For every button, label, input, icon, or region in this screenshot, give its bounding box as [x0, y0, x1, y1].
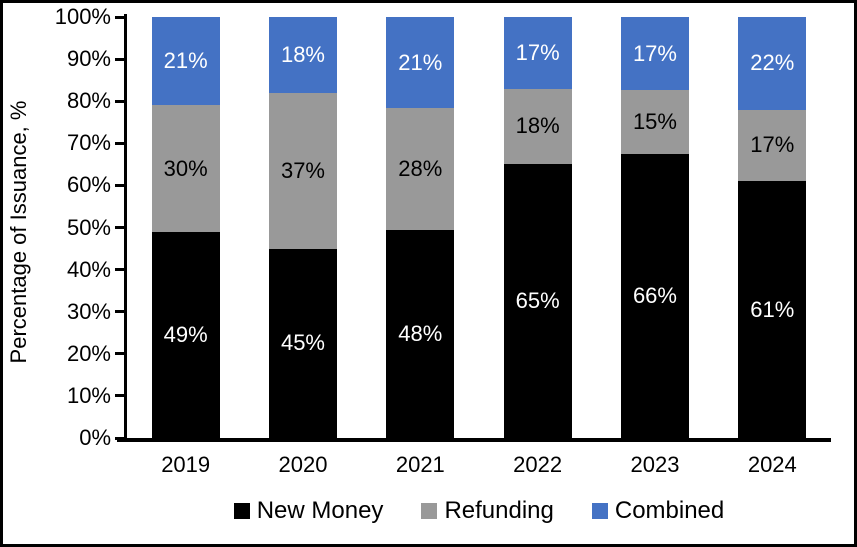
- y-axis-line: [124, 14, 127, 441]
- bar-stack: 66% 15% 17%: [620, 17, 689, 438]
- y-tick-label: 100%: [54, 4, 111, 29]
- y-tick-label: 50%: [66, 214, 111, 240]
- bar-segment-new-money: 65%: [503, 164, 572, 438]
- x-tick-label-2022: 2022: [513, 452, 563, 477]
- y-tick-label: 30%: [66, 298, 111, 324]
- legend-item-new-money: New Money: [233, 497, 384, 525]
- x-tick-label-2019: 2019: [161, 452, 211, 477]
- bar-segment-new-money: 48%: [386, 229, 455, 438]
- bar-column-2022: 65% 18% 17%: [479, 17, 596, 438]
- y-tick: [115, 310, 124, 314]
- y-tick-label: 40%: [66, 256, 111, 282]
- bar-stack: 49% 30% 21%: [151, 17, 220, 438]
- bar-segment-new-money: 61%: [738, 181, 807, 438]
- bar-data-label: 15%: [632, 109, 677, 135]
- y-tick: [115, 183, 124, 187]
- bar-segment-new-money: 45%: [268, 248, 337, 438]
- y-tick: [115, 57, 124, 61]
- bar-data-label: 22%: [750, 50, 795, 76]
- y-tick: [115, 15, 124, 19]
- bar-data-label: 17%: [632, 40, 677, 66]
- bar-data-label: 17%: [750, 132, 795, 158]
- y-axis-tick-labels: 0% 10% 20% 30% 40% 50% 60% 70% 80% 90% 100%: [3, 6, 111, 449]
- bar-segment-refunding: 15%: [620, 90, 689, 155]
- y-tick-label: 80%: [66, 88, 111, 114]
- y-tick-label: 0%: [79, 425, 111, 450]
- bar-segment-combined: 17%: [503, 17, 572, 89]
- bar-data-label: 28%: [398, 155, 443, 181]
- y-tick-label: 60%: [66, 172, 111, 198]
- x-tick-label-2023: 2023: [630, 452, 680, 477]
- x-tick-label-2024: 2024: [747, 452, 797, 477]
- bar-segment-combined: 17%: [620, 17, 689, 91]
- bar-data-label: 18%: [280, 41, 325, 67]
- bar-stack: 48% 28% 21%: [386, 17, 455, 438]
- bar-column-2023: 66% 15% 17%: [596, 17, 713, 438]
- bar-data-label: 30%: [163, 155, 208, 181]
- bar-data-label: 61%: [750, 296, 795, 322]
- legend-marker-icon: [233, 503, 250, 519]
- bar-stack: 45% 37% 18%: [268, 17, 337, 438]
- y-tick: [115, 352, 124, 356]
- bar-segment-refunding: 30%: [151, 105, 220, 232]
- bar-segment-refunding: 17%: [738, 109, 807, 182]
- bar-data-label: 17%: [515, 39, 560, 65]
- bar-segment-refunding: 18%: [503, 88, 572, 165]
- x-axis-line: [117, 438, 831, 442]
- legend-label: Combined: [614, 497, 725, 524]
- y-tick: [115, 436, 124, 440]
- legend-label: Refunding: [444, 497, 554, 524]
- legend-marker-icon: [421, 503, 438, 519]
- y-tick-label: 20%: [66, 340, 111, 366]
- bar-data-label: 66%: [632, 283, 677, 309]
- bar-data-label: 21%: [163, 48, 208, 74]
- y-tick: [115, 394, 124, 398]
- y-tick: [115, 268, 124, 272]
- bar-column-2024: 61% 17% 22%: [714, 17, 831, 438]
- bar-segment-refunding: 37%: [268, 92, 337, 249]
- legend-label: New Money: [256, 497, 384, 524]
- x-axis-tick-labels: 2019 2020 2021 2022 2023 2024: [127, 452, 831, 478]
- bar-segment-combined: 22%: [738, 17, 807, 110]
- bar-data-label: 49%: [163, 321, 208, 347]
- bar-segment-combined: 18%: [268, 17, 337, 93]
- legend-item-refunding: Refunding: [421, 497, 554, 525]
- bar-column-2021: 48% 28% 21%: [362, 17, 479, 438]
- bar-stack: 61% 17% 22%: [738, 17, 807, 438]
- y-tick-label: 70%: [66, 130, 111, 156]
- legend-item-combined: Combined: [591, 497, 725, 525]
- bar-segment-combined: 21%: [151, 17, 220, 106]
- x-tick-label-2020: 2020: [278, 452, 328, 477]
- bar-data-label: 65%: [515, 288, 560, 314]
- bar-segment-new-money: 49%: [151, 231, 220, 438]
- bar-data-label: 45%: [280, 330, 325, 356]
- bar-column-2019: 49% 30% 21%: [127, 17, 244, 438]
- bar-stack: 65% 18% 17%: [503, 17, 572, 438]
- bar-segment-combined: 21%: [386, 17, 455, 109]
- bar-segment-new-money: 66%: [620, 154, 689, 438]
- bar-data-label: 37%: [280, 157, 325, 183]
- y-tick-label: 90%: [66, 46, 111, 72]
- bar-segment-refunding: 28%: [386, 108, 455, 230]
- bar-column-2020: 45% 37% 18%: [244, 17, 361, 438]
- bar-data-label: 48%: [398, 320, 443, 346]
- y-tick: [115, 99, 124, 103]
- legend: New Money Refunding Combined: [127, 497, 831, 525]
- plot-area: 49% 30% 21% 45% 37% 18% 48% 28% 21% 65% 18% 17% 66% 1…: [115, 14, 831, 442]
- legend-marker-icon: [591, 503, 608, 519]
- bar-data-label: 18%: [515, 113, 560, 139]
- y-tick: [115, 226, 124, 229]
- y-tick: [115, 141, 124, 145]
- y-tick-label: 10%: [66, 382, 111, 408]
- x-tick-label-2021: 2021: [395, 452, 445, 477]
- bar-data-label: 21%: [398, 49, 443, 75]
- bar-columns: 49% 30% 21% 45% 37% 18% 48% 28% 21% 65% 18% 17% 66% 1…: [127, 17, 831, 438]
